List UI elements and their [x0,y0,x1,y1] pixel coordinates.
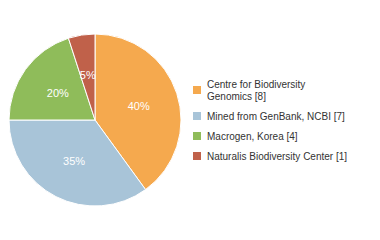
svg-text:40%: 40% [128,100,150,112]
svg-text:35%: 35% [63,155,85,167]
svg-text:Genomics [8]: Genomics [8] [207,91,266,102]
svg-text:Mined from GenBank, NCBI [7]: Mined from GenBank, NCBI [7] [207,111,345,122]
svg-text:Macrogen, Korea [4]: Macrogen, Korea [4] [207,131,298,142]
svg-text:5%: 5% [80,69,96,81]
svg-text:20%: 20% [47,87,69,99]
svg-text:Centre for Biodiversity: Centre for Biodiversity [207,79,305,90]
svg-text:Naturalis Biodiversity Center: Naturalis Biodiversity Center [1] [207,151,347,162]
